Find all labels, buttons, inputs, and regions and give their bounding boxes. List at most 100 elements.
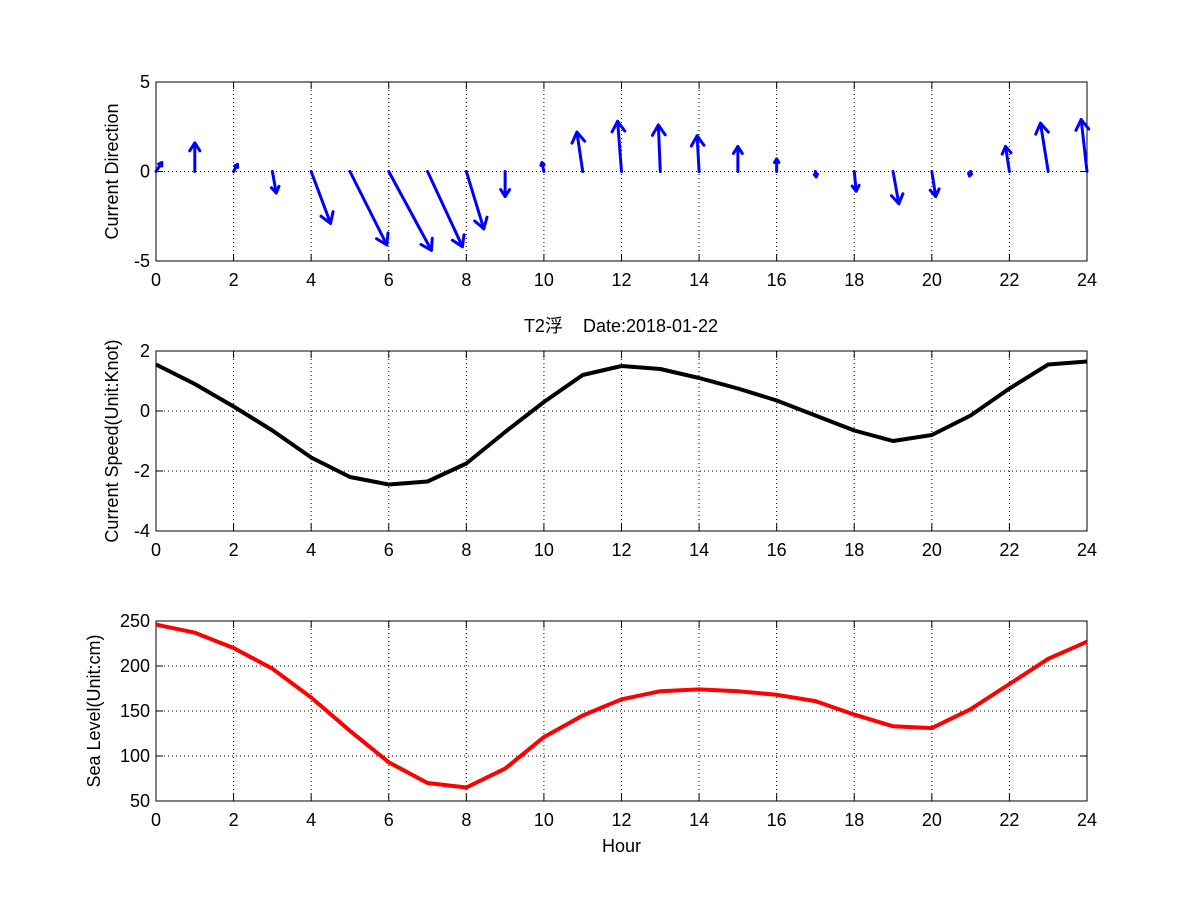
panel-2-ytick-label: 0 xyxy=(140,401,150,421)
panel-3-xtick-label: 12 xyxy=(611,810,631,830)
direction-arrow-shaft xyxy=(270,170,278,195)
panel-1-xtick-label: 18 xyxy=(844,270,864,290)
panel-2-xtick-label: 24 xyxy=(1077,540,1097,560)
panel-3-ytick-label: 250 xyxy=(120,611,150,631)
panel-3-xtick-label: 2 xyxy=(229,810,239,830)
direction-arrow-head xyxy=(1034,121,1050,136)
direction-arrow-shaft xyxy=(1004,144,1011,173)
direction-arrow-head xyxy=(473,215,489,231)
panel-3-ytick-label: 200 xyxy=(120,656,150,676)
panel-1-xtick-label: 24 xyxy=(1077,270,1097,290)
direction-arrow-head xyxy=(650,123,667,137)
direction-arrow-shaft xyxy=(616,119,623,173)
panel-3-ylabel: Sea Level(Unit:cm) xyxy=(84,634,104,787)
direction-arrow-shaft xyxy=(1079,118,1089,173)
panel-1-xtick-label: 8 xyxy=(461,270,471,290)
panel-1-ytick-label: 0 xyxy=(140,162,150,182)
panel-3-xlabel: Hour xyxy=(602,836,641,856)
current-speed-line xyxy=(155,359,1088,487)
direction-arrow-head xyxy=(689,134,706,148)
panel-2-xtick-label: 20 xyxy=(922,540,942,560)
direction-arrow-head xyxy=(610,119,627,134)
figure-title: T2浮 Date:2018-01-22 xyxy=(524,316,718,336)
direction-arrow-head xyxy=(450,233,466,249)
panel-3-xtick-label: 10 xyxy=(534,810,554,830)
direction-arrow-shaft xyxy=(852,170,858,193)
direction-arrow-shaft xyxy=(348,170,389,247)
direction-arrow-shaft xyxy=(891,170,901,206)
panel-2-xtick-label: 8 xyxy=(461,540,471,560)
panel-3-xtick-label: 20 xyxy=(922,810,942,830)
panel-3-xtick-label: 8 xyxy=(461,810,471,830)
direction-arrow-shaft xyxy=(575,130,585,173)
panel-2-xtick-label: 12 xyxy=(611,540,631,560)
panel-1-xtick-label: 12 xyxy=(611,270,631,290)
panel-1-xtick-label: 14 xyxy=(689,270,709,290)
panel-3-xtick-label: 4 xyxy=(306,810,316,830)
direction-arrow-shaft xyxy=(387,170,433,252)
direction-arrow-shaft xyxy=(464,170,486,231)
panel-1-xtick-label: 6 xyxy=(384,270,394,290)
direction-arrow-shaft xyxy=(426,170,464,249)
panel-2-xtick-label: 22 xyxy=(999,540,1019,560)
panel-3-xtick-label: 0 xyxy=(151,810,161,830)
panel-2-frame xyxy=(155,350,1088,532)
panel-3-xtick-label: 6 xyxy=(384,810,394,830)
panel-2-xtick-label: 6 xyxy=(384,540,394,560)
panel-1-xtick-label: 0 xyxy=(151,270,161,290)
panel-3-ytick-label: 50 xyxy=(130,791,150,811)
panel-2-xtick-label: 0 xyxy=(151,540,161,560)
panel-1-xtick-label: 10 xyxy=(534,270,554,290)
direction-arrow-head xyxy=(188,141,202,153)
direction-arrow-shaft xyxy=(695,134,701,173)
direction-arrow-head xyxy=(499,188,512,199)
direction-arrow-head xyxy=(375,231,390,247)
direction-arrow-head xyxy=(890,192,905,206)
panel-1-ytick-label: -5 xyxy=(134,251,150,271)
panel-3-xtick-label: 24 xyxy=(1077,810,1097,830)
panel-3-ytick-label: 150 xyxy=(120,701,150,721)
direction-arrow-head xyxy=(157,161,164,168)
direction-arrow-shaft xyxy=(309,170,333,225)
panel-1-ylabel: Current Direction xyxy=(102,103,122,239)
panel-1-xtick-label: 22 xyxy=(999,270,1019,290)
panel-2-xtick-label: 4 xyxy=(306,540,316,560)
panel-2-xtick-label: 2 xyxy=(229,540,239,560)
direction-arrow-head xyxy=(269,184,281,195)
direction-arrow-head xyxy=(772,157,781,164)
panel-2-xtick-label: 18 xyxy=(844,540,864,560)
panel-1-xtick-label: 2 xyxy=(229,270,239,290)
panel-3-xtick-label: 22 xyxy=(999,810,1019,830)
direction-arrow-head xyxy=(967,171,974,178)
panel-2-ylabel: Current Speed(Unit:Knot) xyxy=(102,339,122,542)
direction-arrow-shaft xyxy=(1038,121,1050,173)
panel-1-xtick-label: 16 xyxy=(767,270,787,290)
direction-arrow-head xyxy=(812,172,819,179)
direction-arrow-head xyxy=(233,162,240,169)
direction-arrow-shaft xyxy=(656,123,662,173)
direction-arrow-shaft xyxy=(930,170,938,199)
direction-arrow-head xyxy=(731,144,744,155)
panel-3-xtick-label: 16 xyxy=(767,810,787,830)
panel-3-xtick-label: 18 xyxy=(844,810,864,830)
direction-arrow-head xyxy=(539,161,546,167)
direction-arrow-head xyxy=(570,130,587,145)
panel-1-xtick-label: 20 xyxy=(922,270,942,290)
direction-arrow-head xyxy=(850,183,861,193)
panel-2-xtick-label: 16 xyxy=(767,540,787,560)
panel-2-ytick-label: -4 xyxy=(134,521,150,541)
panel-2-ytick-label: -2 xyxy=(134,461,150,481)
direction-arrow-head xyxy=(1000,144,1013,156)
panel-2-xtick-label: 10 xyxy=(534,540,554,560)
direction-arrow-head xyxy=(319,210,335,225)
direction-arrow-head xyxy=(1074,118,1091,132)
sea-level-line xyxy=(155,622,1088,790)
panel-3-xtick-label: 14 xyxy=(689,810,709,830)
direction-arrow-head xyxy=(928,187,941,199)
panel-2-xtick-label: 14 xyxy=(689,540,709,560)
panel-1-ytick-label: 5 xyxy=(140,72,150,92)
panel-3-ytick-label: 100 xyxy=(120,746,150,766)
panel-2-ytick-label: 2 xyxy=(140,341,150,361)
